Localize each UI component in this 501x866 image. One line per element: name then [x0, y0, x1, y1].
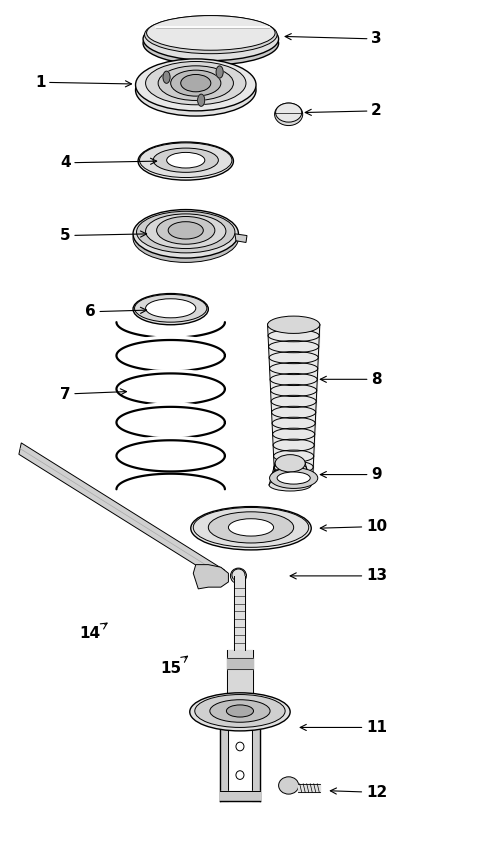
Ellipse shape	[189, 693, 290, 731]
Ellipse shape	[235, 742, 243, 751]
Polygon shape	[193, 565, 228, 589]
Ellipse shape	[275, 455, 305, 472]
Ellipse shape	[230, 568, 246, 584]
Ellipse shape	[168, 222, 203, 239]
Ellipse shape	[166, 152, 204, 168]
Text: 9: 9	[320, 467, 381, 482]
Ellipse shape	[228, 519, 273, 536]
Ellipse shape	[146, 16, 275, 50]
Ellipse shape	[275, 103, 301, 122]
Text: 12: 12	[330, 785, 386, 800]
Polygon shape	[234, 234, 246, 242]
Ellipse shape	[273, 462, 306, 475]
Ellipse shape	[208, 512, 293, 543]
Ellipse shape	[193, 507, 308, 547]
Text: 2: 2	[305, 103, 381, 119]
Polygon shape	[19, 443, 224, 582]
Ellipse shape	[226, 705, 253, 717]
Ellipse shape	[194, 695, 285, 727]
Ellipse shape	[145, 61, 245, 105]
Circle shape	[215, 66, 222, 78]
Text: 14: 14	[80, 624, 107, 642]
Text: 11: 11	[300, 720, 386, 735]
Ellipse shape	[133, 214, 238, 262]
Ellipse shape	[133, 210, 238, 258]
Ellipse shape	[156, 216, 214, 244]
Ellipse shape	[136, 211, 234, 253]
Circle shape	[197, 94, 204, 107]
Text: 15: 15	[160, 656, 187, 676]
Ellipse shape	[231, 569, 244, 581]
Ellipse shape	[134, 294, 206, 322]
Ellipse shape	[143, 17, 278, 61]
Ellipse shape	[138, 142, 233, 180]
Ellipse shape	[278, 777, 298, 794]
Ellipse shape	[145, 214, 225, 249]
Text: 3: 3	[285, 31, 381, 47]
Ellipse shape	[153, 148, 218, 172]
Ellipse shape	[272, 468, 308, 480]
Ellipse shape	[267, 316, 319, 333]
Ellipse shape	[135, 59, 256, 111]
Text: 6: 6	[85, 304, 146, 320]
Text: 1: 1	[35, 74, 131, 90]
Ellipse shape	[135, 64, 256, 116]
Text: 5: 5	[60, 228, 146, 243]
Ellipse shape	[170, 70, 220, 96]
Ellipse shape	[274, 103, 302, 126]
Ellipse shape	[139, 143, 231, 178]
Text: 10: 10	[320, 519, 386, 534]
Ellipse shape	[180, 74, 210, 92]
Text: 7: 7	[60, 386, 126, 402]
Ellipse shape	[235, 771, 243, 779]
Ellipse shape	[158, 66, 233, 100]
Ellipse shape	[144, 16, 277, 54]
Ellipse shape	[190, 507, 311, 550]
Text: 8: 8	[320, 372, 381, 387]
Ellipse shape	[209, 700, 270, 722]
Text: 4: 4	[60, 155, 156, 171]
Ellipse shape	[275, 457, 305, 469]
Ellipse shape	[277, 472, 310, 484]
Circle shape	[163, 71, 170, 83]
Ellipse shape	[269, 468, 317, 488]
Ellipse shape	[270, 474, 309, 486]
Ellipse shape	[143, 22, 278, 65]
Ellipse shape	[133, 294, 208, 325]
Text: 13: 13	[290, 568, 386, 584]
Ellipse shape	[269, 479, 311, 491]
Ellipse shape	[145, 299, 195, 318]
